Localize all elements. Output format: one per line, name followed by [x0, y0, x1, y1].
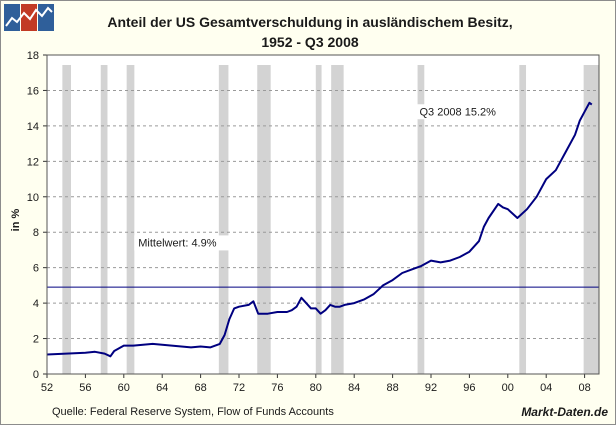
x-tick-label: 56: [79, 382, 91, 394]
y-tick-label: 14: [27, 121, 39, 133]
recession-bar: [331, 65, 344, 374]
x-tick-label: 60: [118, 382, 130, 394]
brand-text: Markt-Daten.de: [521, 405, 608, 419]
recession-bar: [257, 65, 271, 374]
recession-bar: [519, 65, 527, 374]
brand-logo-icon: [4, 4, 54, 31]
recession-bar: [100, 65, 108, 374]
y-tick-label: 8: [33, 227, 39, 239]
y-tick-label: 18: [27, 50, 39, 62]
x-tick-label: 64: [156, 382, 168, 394]
recession-bar: [126, 65, 135, 374]
recession-bar: [315, 65, 322, 374]
x-tick-label: 84: [348, 382, 360, 394]
y-tick-label: 10: [27, 192, 39, 204]
source-note: Quelle: Federal Reserve System, Flow of …: [52, 406, 334, 418]
annotation-label: Q3 2008 15.2%: [419, 106, 496, 118]
recession-bar: [417, 65, 425, 374]
x-tick-label: 00: [502, 382, 514, 394]
y-tick-label: 6: [33, 263, 39, 275]
x-tick-label: 72: [233, 382, 245, 394]
recession-bar: [583, 65, 599, 374]
recession-bar: [62, 65, 71, 374]
x-tick-label: 76: [271, 382, 283, 394]
y-tick-label: 0: [33, 369, 39, 381]
x-tick-label: 68: [194, 382, 206, 394]
y-tick-label: 12: [27, 156, 39, 168]
x-tick-label: 08: [578, 382, 590, 394]
x-tick-label: 80: [310, 382, 322, 394]
y-tick-label: 4: [33, 298, 39, 310]
chart-subtitle: 1952 - Q3 2008: [261, 34, 359, 50]
chart-title: Anteil der US Gesamtverschuldung in ausl…: [107, 14, 513, 30]
y-tick-label: 2: [33, 334, 39, 346]
y-tick-label: 16: [27, 85, 39, 97]
mean-label-box: [134, 235, 235, 251]
x-tick-label: 92: [425, 382, 437, 394]
x-tick-label: 52: [41, 382, 53, 394]
x-tick-label: 88: [386, 382, 398, 394]
annotation-box: [416, 104, 509, 120]
mean-label: Mittelwert: 4.9%: [138, 237, 216, 249]
series-line: [46, 101, 593, 358]
recession-bar: [218, 65, 229, 374]
x-tick-label: 96: [463, 382, 475, 394]
plot-border: [46, 54, 600, 375]
x-tick-label: 04: [540, 382, 552, 394]
